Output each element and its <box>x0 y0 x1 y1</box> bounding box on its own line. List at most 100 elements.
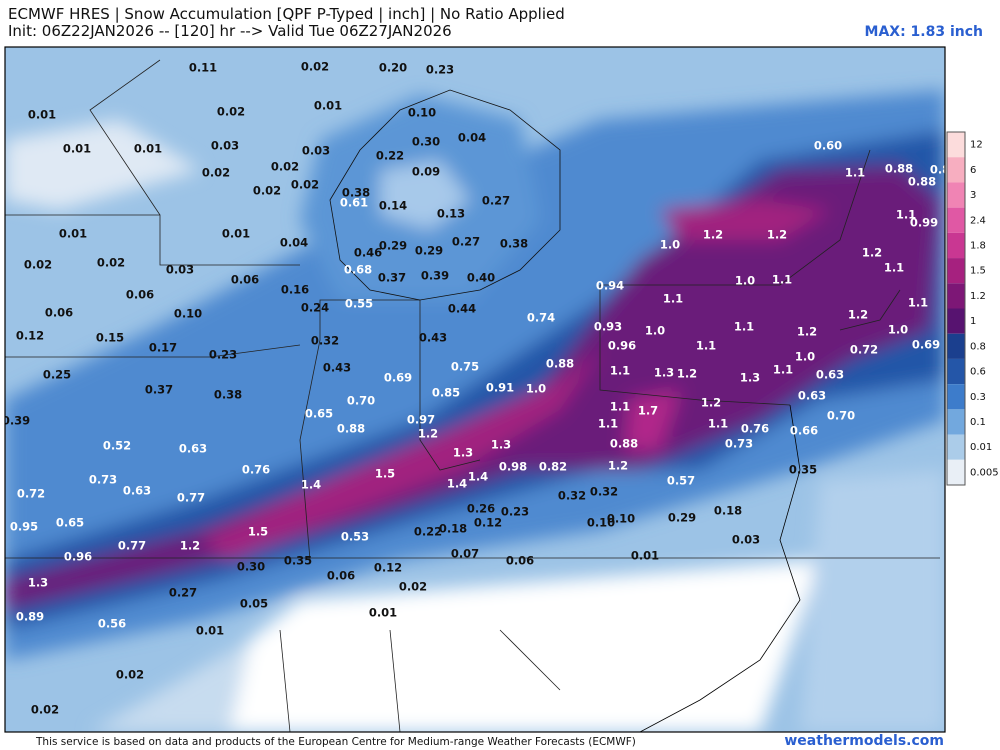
map-value-label: 0.10 <box>587 516 615 530</box>
map-value-label: 0.77 <box>118 539 146 553</box>
legend-swatch <box>947 157 965 183</box>
map-value-label: 0.01 <box>369 606 397 620</box>
map-value-label: 1.1 <box>610 400 630 414</box>
map-value-label: 0.94 <box>596 279 624 293</box>
legend-label: 12 <box>970 140 983 151</box>
map-value-label: 1.4 <box>447 477 467 491</box>
map-value-label: 0.65 <box>56 516 84 530</box>
map-value-label: 0.85 <box>432 386 460 400</box>
map-value-label: 1.1 <box>908 296 928 310</box>
legend-label: 6 <box>970 165 976 176</box>
map-value-label: 0.01 <box>28 108 56 122</box>
map-value-label: 0.99 <box>910 216 938 230</box>
map-frame <box>4 46 946 733</box>
map-value-label: 0.04 <box>280 236 308 250</box>
map-value-label: 0.01 <box>314 99 342 113</box>
map-value-label: 0.22 <box>376 149 404 163</box>
map-value-label: 0.01 <box>134 142 162 156</box>
map-value-label: 0.02 <box>97 256 125 270</box>
legend-label: 0.01 <box>970 442 992 453</box>
map-value-label: 1.1 <box>610 364 630 378</box>
map-value-label: 1.2 <box>701 396 721 410</box>
map-value-label: 0.66 <box>790 424 818 438</box>
map-value-label: 0.05 <box>240 597 268 611</box>
map-value-label: 1.2 <box>703 228 723 242</box>
credit: This service is based on data and produc… <box>35 736 636 748</box>
map-value-label: 0.01 <box>222 227 250 241</box>
legend-label: 0.3 <box>970 392 986 403</box>
map-value-label: 1.2 <box>180 539 200 553</box>
map-value-label: 0.88 <box>885 162 913 176</box>
map-value-label: 0.01 <box>631 549 659 563</box>
legend-label: 0.005 <box>970 467 999 478</box>
legend-swatch <box>947 358 965 385</box>
map-value-label: 0.35 <box>284 554 312 568</box>
map-value-label: 0.96 <box>64 550 92 564</box>
borders <box>5 59 940 732</box>
map-value-label: 0.56 <box>98 617 126 631</box>
map-value-label: 0.38 <box>500 237 528 251</box>
map-value-label: 0.22 <box>414 525 442 539</box>
legend-swatch <box>947 283 965 309</box>
map-value-label: 0.23 <box>209 348 237 362</box>
map-value-label: 0.23 <box>426 63 454 77</box>
map-value-label: 0.06 <box>231 273 259 287</box>
title: ECMWF HRES | Snow Accumulation [QPF P-Ty… <box>8 5 565 23</box>
map-value-label: 0.60 <box>814 139 842 153</box>
map-value-label: 0.52 <box>103 439 131 453</box>
map-value-label: 0.17 <box>149 341 177 355</box>
legend-swatch <box>947 132 965 158</box>
legend-label: 3 <box>970 190 976 201</box>
map-value-label: 1.1 <box>696 339 716 353</box>
map-value-label: 0.46 <box>354 246 382 260</box>
map-value-label: 0.73 <box>725 437 753 451</box>
map-value-label: 0.02 <box>31 703 59 717</box>
map-value-label: 0.01 <box>63 142 91 156</box>
map-value-label: 0.93 <box>594 320 622 334</box>
legend-swatch <box>947 384 965 410</box>
map-value-label: 1.1 <box>598 417 618 431</box>
map-value-label: 0.43 <box>323 361 351 375</box>
map-value-label: 0.70 <box>827 409 855 423</box>
map-value-label: 0.73 <box>89 473 117 487</box>
map-value-label: 0.26 <box>467 502 495 516</box>
map-value-label: 0.06 <box>45 306 73 320</box>
map-value-label: 0.13 <box>437 207 465 221</box>
map-value-label: 0.15 <box>96 331 124 345</box>
map-value-label: 1.1 <box>772 273 792 287</box>
map-value-label: 0.02 <box>24 258 52 272</box>
map-value-label: 0.77 <box>177 491 205 505</box>
map-value-label: 0.29 <box>668 511 696 525</box>
map-value-label: 1.3 <box>453 446 473 460</box>
map-value-label: 0.02 <box>202 166 230 180</box>
map-value-label: 0.43 <box>419 331 447 345</box>
map-value-label: 0.74 <box>527 311 555 325</box>
map-value-label: 1.4 <box>301 478 321 492</box>
map-value-label: 0.37 <box>378 271 406 285</box>
map-value-label: 0.03 <box>732 533 760 547</box>
map-value-label: 0.97 <box>407 413 435 427</box>
map-value-label: 1.0 <box>645 324 665 338</box>
map-value-label: 1.2 <box>677 367 697 381</box>
subtitle: Init: 06Z22JAN2026 -- [120] hr --> Valid… <box>8 22 452 40</box>
legend: 12 6 3 2.4 1.8 1.5 1.2 1 0.8 0.6 0.3 0.1 0.01 0.005 <box>946 131 999 486</box>
legend-swatch <box>947 258 965 284</box>
map-value-label: 0.02 <box>399 580 427 594</box>
legend-label: 1.8 <box>970 240 986 251</box>
map-value-label: 0.02 <box>301 60 329 74</box>
legend-swatch <box>947 182 965 208</box>
map-value-label: 1.1 <box>708 417 728 431</box>
map-value-label: 0.53 <box>341 530 369 544</box>
map-value-label: 1.2 <box>862 246 882 260</box>
map-value-label: 0.39 <box>421 269 449 283</box>
map-value-label: 0.09 <box>412 165 440 179</box>
site-link[interactable]: weathermodels.com <box>784 733 944 749</box>
map-value-label: 0.63 <box>179 442 207 456</box>
map-value-label: 0.88 <box>908 175 936 189</box>
map-value-label: 0.11 <box>189 61 217 75</box>
map-value-label: 0.06 <box>506 554 534 568</box>
legend-swatch <box>947 434 965 460</box>
map-value-label: 0.69 <box>912 338 940 352</box>
map-value-label: 0.27 <box>482 194 510 208</box>
